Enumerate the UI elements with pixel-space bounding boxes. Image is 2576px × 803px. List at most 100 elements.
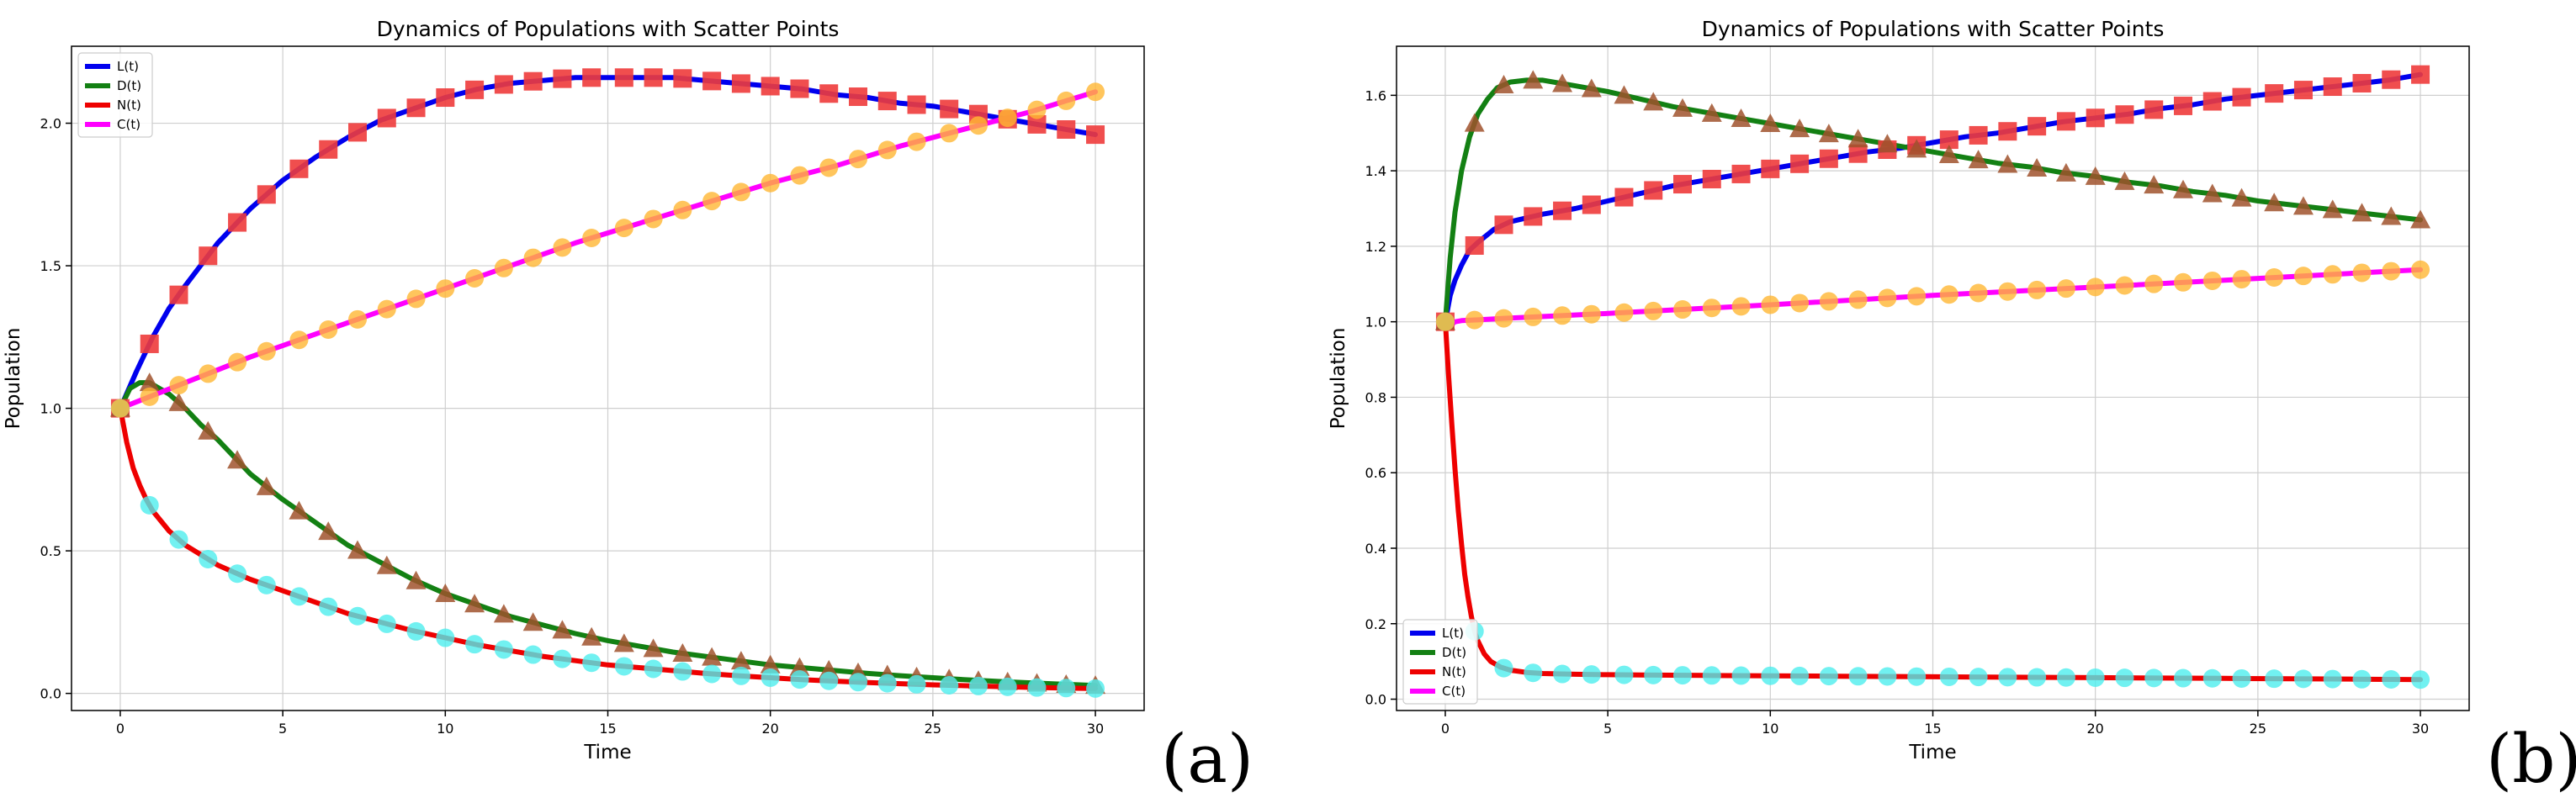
marker-nt — [2352, 669, 2372, 689]
marker-dt — [1614, 85, 1635, 104]
marker-lt — [644, 68, 663, 87]
marker-lt — [2086, 108, 2105, 128]
marker-nt — [644, 659, 663, 679]
marker-nt — [1731, 666, 1751, 685]
marker-dt — [1789, 119, 1810, 138]
legend-label: L(t) — [117, 59, 139, 74]
marker-nt — [790, 670, 809, 689]
legend-label: D(t) — [117, 78, 141, 93]
marker-nt — [2056, 668, 2075, 687]
marker-ct — [1494, 309, 1513, 328]
marker-nt — [819, 671, 839, 690]
marker-dt — [2055, 162, 2076, 182]
y-axis-label: Population — [3, 328, 24, 430]
x-tick-label: 25 — [925, 721, 941, 737]
x-tick-label: 0 — [1441, 721, 1450, 737]
marker-ct — [2202, 271, 2222, 290]
marker-ct — [553, 238, 572, 257]
marker-ct — [319, 320, 338, 340]
marker-ct — [1731, 297, 1751, 316]
y-tick-label: 0.2 — [1365, 616, 1386, 632]
marker-nt — [614, 657, 633, 676]
marker-nt — [436, 628, 455, 647]
marker-lt — [199, 246, 218, 266]
y-axis-label: Population — [1328, 328, 1349, 430]
marker-nt — [169, 530, 188, 549]
marker-ct — [140, 387, 159, 406]
marker-ct — [1819, 292, 1838, 311]
marker-nt — [2323, 669, 2342, 689]
marker-ct — [228, 352, 247, 372]
marker-dt — [2410, 209, 2431, 229]
y-tick-label: 0.0 — [1365, 692, 1386, 708]
marker-ct — [940, 124, 959, 143]
marker-dt — [493, 604, 514, 623]
marker-nt — [1644, 665, 1663, 684]
marker-ct — [614, 219, 633, 238]
marker-lt — [140, 334, 159, 353]
marker-ct — [1614, 303, 1634, 322]
marker-ct — [2115, 276, 2134, 295]
marker-lt — [761, 77, 780, 96]
panel-a: 0 5 10 15 20 25 30 0.0 0.5 1.0 1.5 2.0 Dynamics of P… — [3, 17, 1254, 798]
marker-dt — [2144, 175, 2165, 194]
marker-ct — [731, 182, 750, 202]
marker-nt — [1673, 666, 1692, 685]
marker-lt — [1465, 236, 1484, 255]
marker-ct — [1878, 288, 1897, 308]
marker-dt — [405, 570, 427, 589]
x-tick-label: 5 — [278, 721, 287, 737]
marker-lt — [1731, 164, 1751, 183]
legend-label: C(t) — [1442, 684, 1466, 699]
marker-lt — [1939, 130, 1959, 150]
marker-ct — [849, 150, 867, 169]
marker-ct — [2086, 277, 2105, 297]
marker-nt — [289, 587, 309, 606]
x-tick-label: 20 — [762, 721, 779, 737]
marker-nt — [1057, 679, 1076, 698]
marker-dt — [2292, 196, 2314, 215]
marker-lt — [465, 80, 485, 99]
marker-nt — [2411, 670, 2430, 689]
marker-nt — [1969, 668, 1988, 687]
legend-label: L(t) — [1442, 626, 1464, 641]
marker-lt — [1027, 114, 1047, 134]
marker-dt — [168, 392, 189, 411]
marker-dt — [1968, 150, 1989, 169]
marker-ct — [1524, 307, 1543, 326]
marker-lt — [2265, 84, 2284, 103]
marker-nt — [731, 666, 750, 685]
y-tick-label: 1.0 — [40, 401, 61, 417]
marker-nt — [968, 676, 988, 695]
marker-dt — [1581, 78, 1602, 98]
y-tick-label: 1.4 — [1365, 163, 1386, 179]
marker-dt — [347, 540, 368, 559]
marker-nt — [1702, 666, 1721, 685]
marker-dt — [1672, 98, 1693, 117]
marker-dt — [1493, 75, 1514, 94]
marker-ct — [257, 341, 276, 361]
marker-lt — [1494, 215, 1513, 235]
marker-ct — [377, 299, 396, 319]
marker-lt — [1702, 170, 1721, 188]
marker-ct — [2174, 272, 2192, 292]
marker-lt — [940, 99, 959, 119]
marker-ct — [2411, 260, 2430, 279]
marker-dt — [2231, 188, 2252, 207]
legend-box — [1402, 619, 1478, 705]
marker-ct — [289, 330, 309, 350]
marker-lt — [2027, 117, 2047, 136]
marker-lt — [1819, 149, 1838, 168]
y-tick-label: 1.0 — [1365, 314, 1386, 330]
y-tick-label: 0.5 — [40, 543, 61, 559]
marker-nt — [257, 575, 276, 594]
marker-ct — [2144, 274, 2164, 293]
marker-lt — [2144, 100, 2164, 119]
marker-dt — [613, 633, 634, 652]
marker-nt — [1790, 666, 1810, 685]
marker-dt — [1877, 134, 1898, 153]
marker-dt — [1643, 92, 1664, 111]
marker-lt — [1790, 154, 1810, 173]
marker-ct — [1644, 301, 1663, 320]
x-tick-label: 30 — [2412, 721, 2429, 737]
